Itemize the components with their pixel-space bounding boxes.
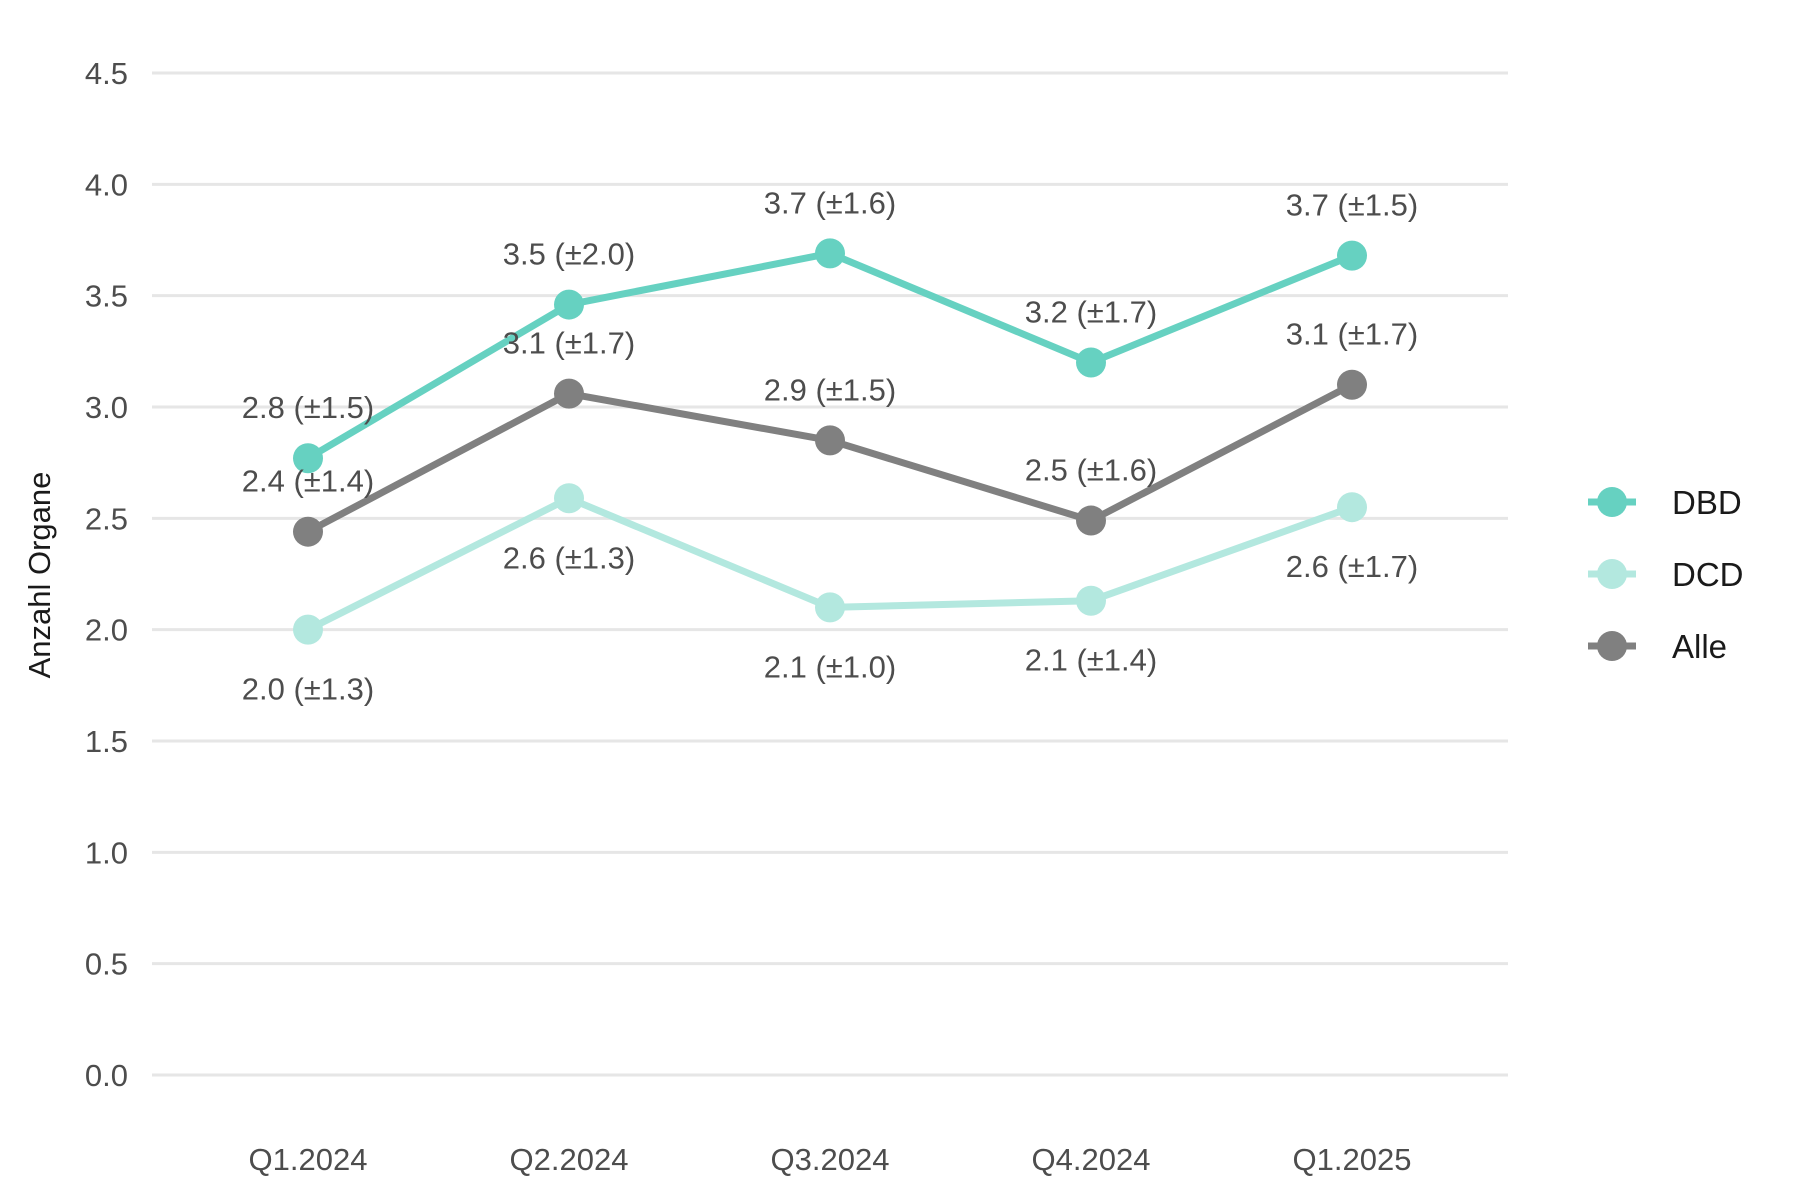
data-point [1337,369,1367,400]
y-tick-label: 2.0 [85,613,128,648]
data-label: 2.8 (±1.5) [242,390,374,425]
data-label: 3.2 (±1.7) [1025,294,1157,329]
data-point [293,516,323,547]
y-axis: 0.0 0.5 1.0 1.5 2.0 2.5 3.0 3.5 4.0 4.5 [85,56,128,1093]
data-point [1076,585,1106,616]
x-tick-label: Q4.2024 [1032,1142,1151,1177]
data-point [815,425,845,456]
x-axis: Q1.2024 Q2.2024 Q3.2024 Q4.2024 Q1.2025 [249,1142,1412,1177]
data-point [815,592,845,623]
data-label: 2.6 (±1.7) [1286,549,1418,584]
data-label: 2.5 (±1.6) [1025,453,1157,488]
x-tick-label: Q1.2024 [249,1142,368,1177]
legend-item-alle: Alle [1588,628,1727,665]
data-point [554,289,584,320]
data-label: 3.5 (±2.0) [503,237,635,272]
legend-marker [1597,487,1627,517]
x-tick-label: Q1.2025 [1293,1142,1412,1177]
series-dbd [293,238,1367,474]
data-point [554,483,584,514]
data-point [1076,505,1106,536]
data-point [1337,492,1367,523]
data-label: 3.7 (±1.6) [764,185,896,220]
data-label: 3.7 (±1.5) [1286,188,1418,223]
y-tick-label: 0.0 [85,1058,128,1093]
data-label: 2.1 (±1.4) [1025,643,1157,678]
data-point [815,238,845,269]
x-tick-label: Q3.2024 [771,1142,890,1177]
data-label: 3.1 (±1.7) [503,326,635,361]
y-tick-label: 1.0 [85,835,128,870]
data-point [1337,240,1367,271]
data-label: 2.1 (±1.0) [764,649,896,684]
legend-label: DCD [1672,556,1744,593]
data-label: 2.9 (±1.5) [764,372,896,407]
legend: DBD DCD Alle [1588,484,1744,665]
y-tick-label: 3.0 [85,390,128,425]
data-point [293,443,323,474]
data-label: 3.1 (±1.7) [1286,317,1418,352]
legend-marker [1597,631,1627,661]
legend-item-dcd: DCD [1588,556,1744,593]
series-alle [293,369,1367,547]
data-point [554,378,584,409]
y-tick-label: 1.5 [85,724,128,759]
y-tick-label: 4.0 [85,167,128,202]
series [293,238,1367,645]
legend-label: Alle [1672,628,1727,665]
data-label: 2.4 (±1.4) [242,464,374,499]
x-tick-label: Q2.2024 [510,1142,629,1177]
data-labels: 2.8 (±1.5) 3.5 (±2.0) 3.7 (±1.6) 3.2 (±1.7)… [242,185,1418,706]
series-dcd [293,483,1367,645]
legend-item-dbd: DBD [1588,484,1742,521]
data-point [1076,347,1106,378]
legend-marker [1597,559,1627,589]
data-label: 2.0 (±1.3) [242,672,374,707]
y-tick-label: 0.5 [85,947,128,982]
legend-label: DBD [1672,484,1742,521]
y-tick-label: 3.5 [85,279,128,314]
y-tick-label: 4.5 [85,56,128,91]
data-label: 2.6 (±1.3) [503,540,635,575]
grid-lines [152,71,1508,1077]
data-point [293,614,323,645]
y-axis-title: Anzahl Organe [22,472,57,679]
y-tick-label: 2.5 [85,501,128,536]
